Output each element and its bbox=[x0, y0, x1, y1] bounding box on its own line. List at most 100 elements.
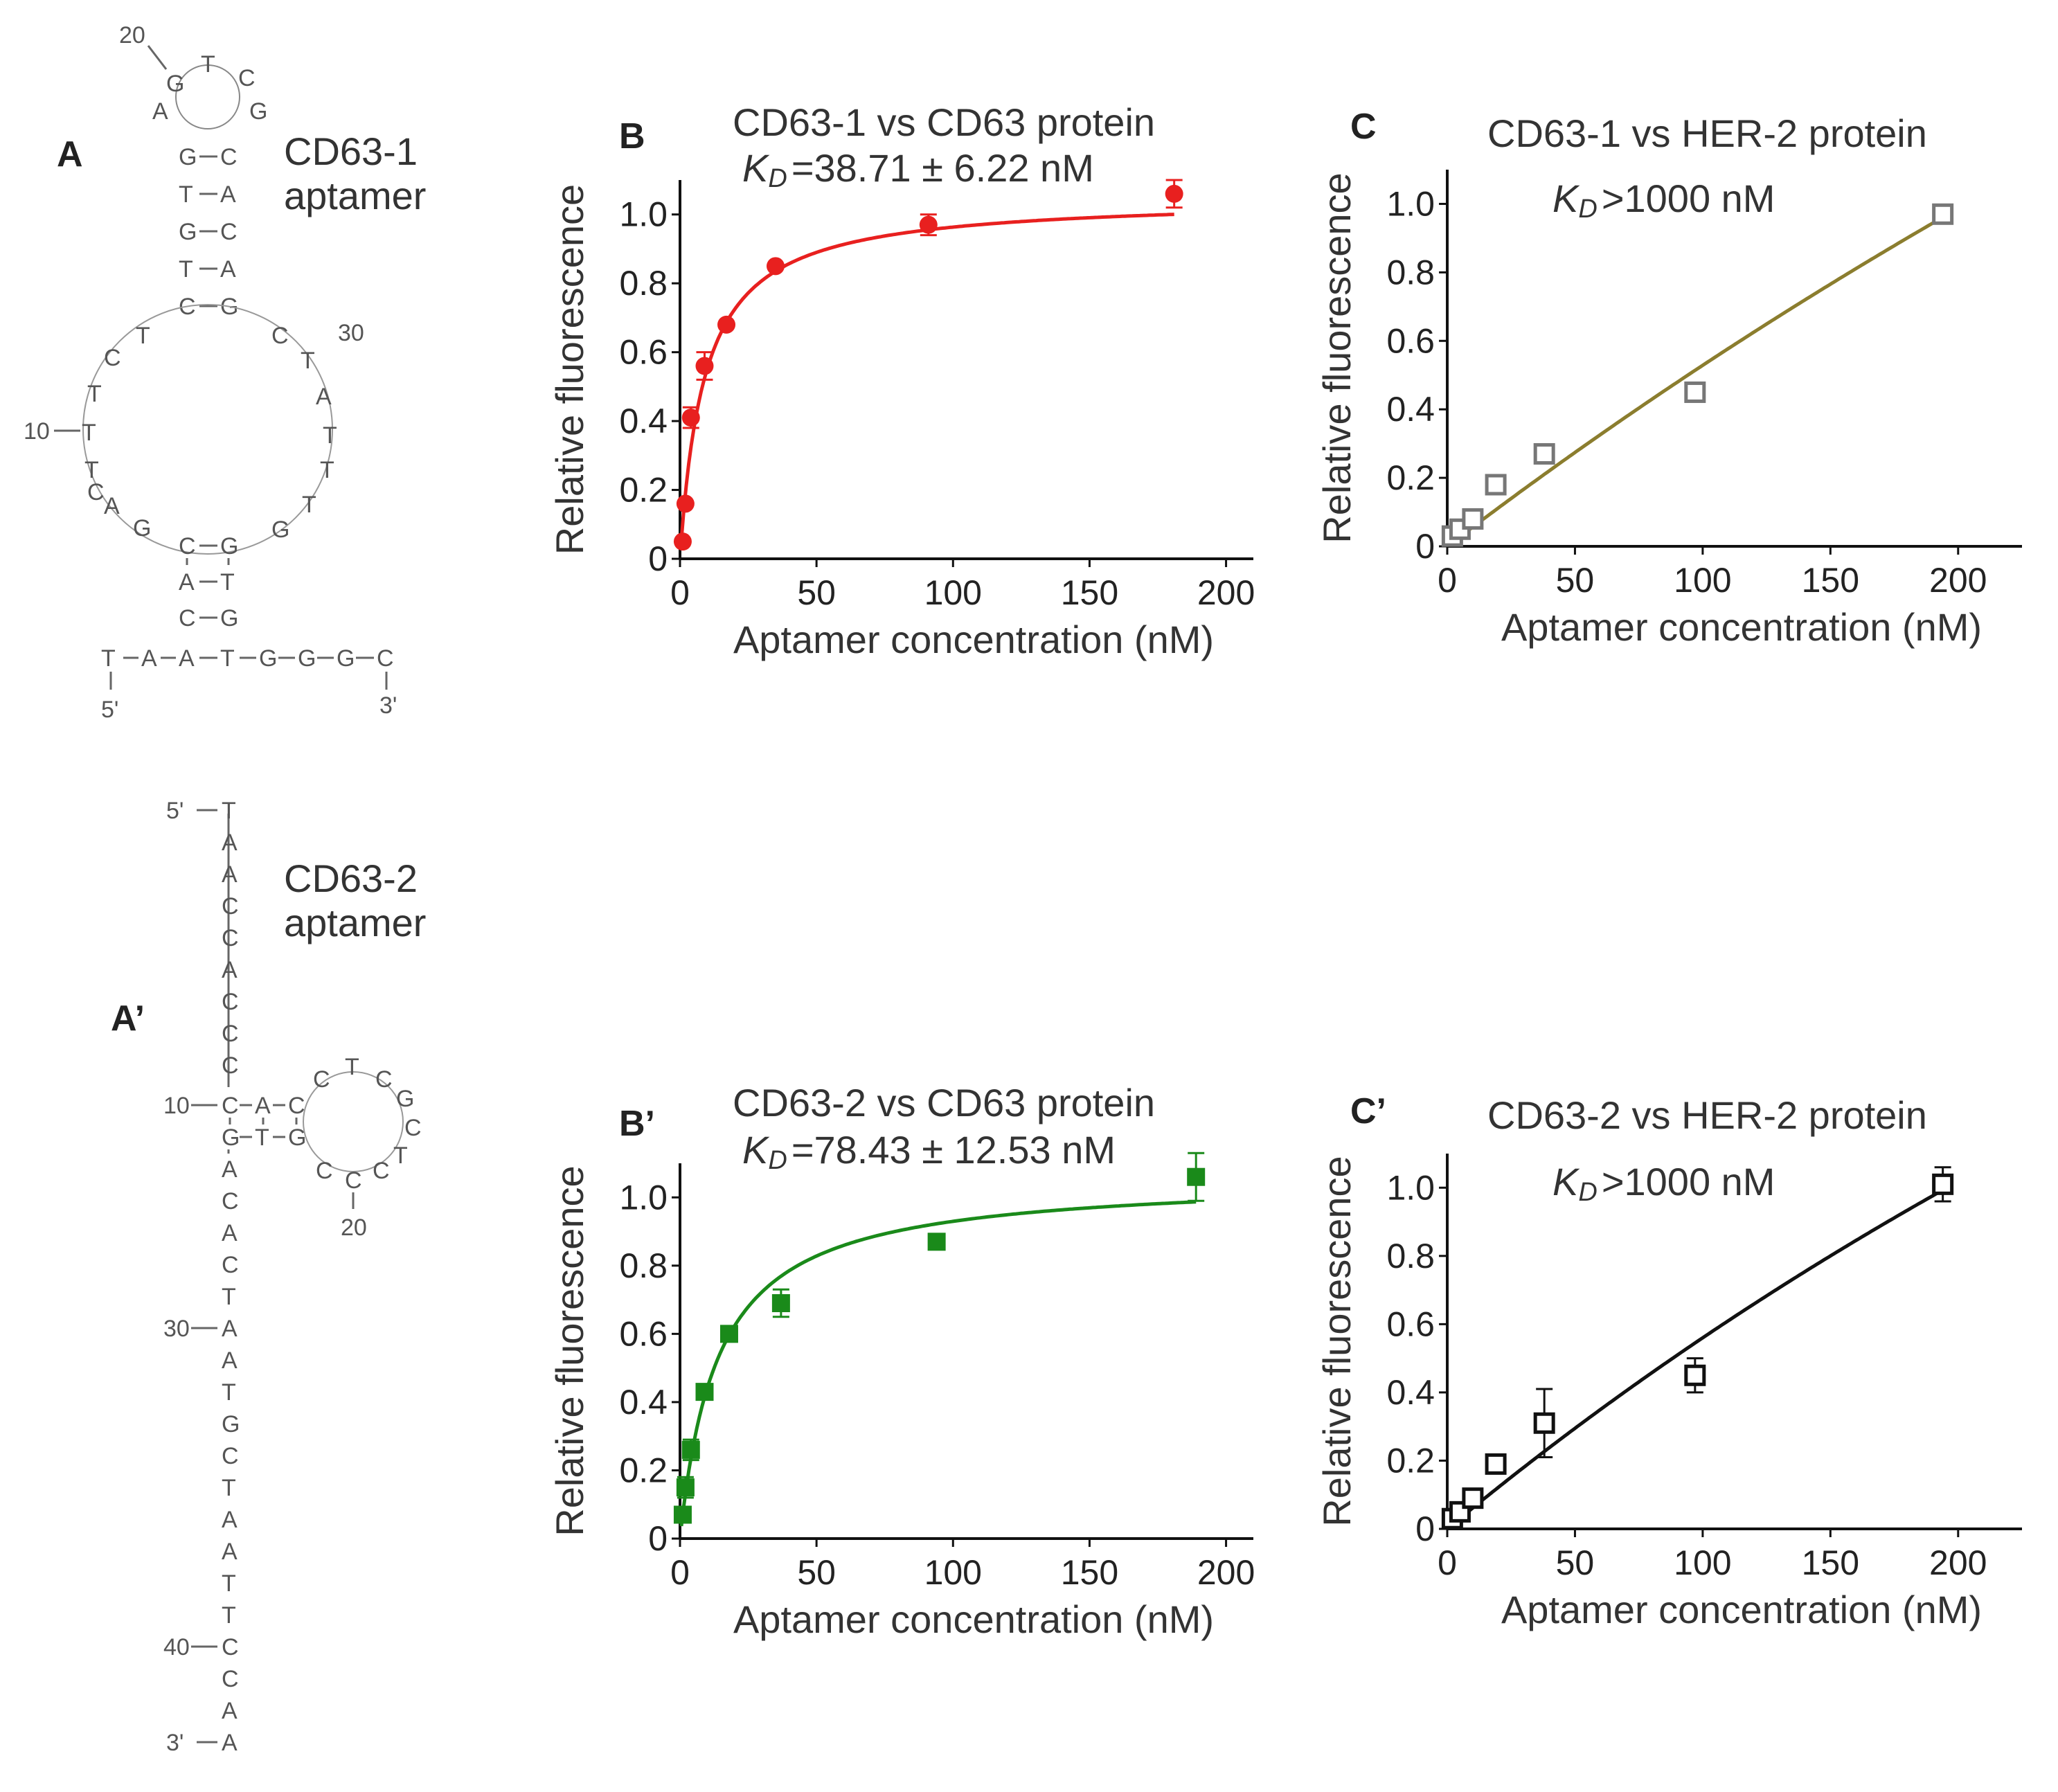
nucleotide: A bbox=[222, 1156, 238, 1183]
nucleotide: A bbox=[222, 861, 238, 888]
x-tick-label: 200 bbox=[1929, 561, 1987, 600]
structure-a-prime-spine: T A A C C A C C C bbox=[222, 798, 239, 1079]
x-tick-label: 50 bbox=[797, 1553, 836, 1592]
x-tick-label: 0 bbox=[670, 573, 690, 612]
y-tick-label: 0.6 bbox=[1386, 321, 1435, 360]
nucleotide: T bbox=[393, 1143, 408, 1169]
kd-symbol: K bbox=[742, 1128, 770, 1172]
nucleotide: A bbox=[220, 181, 236, 208]
x-tick-label: 100 bbox=[1674, 1543, 1731, 1582]
x-axis-label: Aptamer concentration (nM) bbox=[1501, 1588, 1982, 1631]
panel-a-structure: A CD63-1 aptamer G T C G A 20 G C T A G … bbox=[24, 22, 426, 723]
nucleotide: A bbox=[222, 957, 238, 983]
nucleotide: T bbox=[222, 1570, 236, 1597]
nucleotide: C bbox=[316, 1158, 333, 1184]
nucleotide: A bbox=[141, 645, 157, 672]
fit-curve bbox=[1447, 215, 1944, 547]
y-axis-label: Relative fluorescence bbox=[548, 184, 591, 555]
data-point bbox=[1462, 508, 1484, 530]
nucleotide: A bbox=[179, 645, 195, 672]
nucleotide: C bbox=[288, 1093, 305, 1119]
panel-label: C’ bbox=[1350, 1091, 1386, 1131]
loop-outline bbox=[175, 64, 240, 129]
nucleotide: G bbox=[298, 645, 316, 672]
nucleotide: A bbox=[222, 1347, 238, 1374]
nucleotide: G bbox=[220, 533, 238, 559]
data-point bbox=[695, 1383, 714, 1401]
x-tick-label: 50 bbox=[1556, 1543, 1595, 1582]
nucleotide: C bbox=[377, 645, 394, 672]
y-tick-label: 1.0 bbox=[619, 1178, 668, 1217]
data-point bbox=[1684, 381, 1706, 403]
nucleotide: G bbox=[222, 1411, 240, 1437]
y-tick-label: 0.2 bbox=[619, 1451, 668, 1489]
position-marker-30: 30 bbox=[338, 320, 364, 346]
nucleotide: G bbox=[133, 515, 151, 541]
kd-number: >1000 nM bbox=[1602, 1160, 1775, 1203]
y-tick-label: 0.6 bbox=[619, 1314, 668, 1353]
nucleotide: A bbox=[220, 256, 236, 283]
nucleotide: C bbox=[373, 1158, 390, 1184]
y-tick-label: 0.4 bbox=[1386, 1373, 1435, 1412]
nucleotide: G bbox=[220, 605, 238, 631]
data-point bbox=[1165, 184, 1183, 203]
y-tick-label: 1.0 bbox=[1386, 184, 1435, 223]
data-point bbox=[719, 1325, 738, 1343]
data-point bbox=[1462, 1487, 1484, 1509]
nucleotide: T bbox=[82, 420, 96, 446]
nucleotide: G bbox=[249, 98, 267, 125]
nucleotide: A bbox=[222, 1507, 238, 1533]
kd-subscript: D bbox=[768, 164, 787, 193]
nucleotide: A bbox=[222, 1539, 238, 1565]
panel-label-a: A bbox=[57, 134, 83, 174]
spine-mask bbox=[216, 1154, 241, 1773]
nucleotide: C bbox=[222, 1021, 239, 1047]
y-tick-label: 0.4 bbox=[619, 402, 668, 440]
position-marker-20: 20 bbox=[341, 1215, 367, 1241]
x-tick-label: 50 bbox=[1556, 561, 1595, 600]
position-marker-10: 10 bbox=[163, 1093, 190, 1119]
data-point bbox=[1932, 203, 1954, 225]
fit-curve bbox=[679, 213, 1174, 540]
data-point bbox=[1485, 474, 1507, 496]
x-tick-label: 150 bbox=[1802, 561, 1859, 600]
nucleotide: C bbox=[375, 1066, 393, 1093]
nucleotide: C bbox=[222, 1052, 239, 1079]
nucleotide: T bbox=[222, 1475, 236, 1501]
nucleotide: T bbox=[222, 1284, 236, 1310]
nucleotide: C bbox=[179, 533, 196, 559]
nucleotide: T bbox=[87, 381, 102, 407]
nucleotide: G bbox=[396, 1086, 414, 1112]
nucleotide: T bbox=[222, 1379, 236, 1406]
structure-a-tails: T A A T G G G C 5' 3' bbox=[97, 643, 402, 723]
data-point bbox=[1684, 1364, 1706, 1386]
data-point bbox=[1533, 442, 1555, 465]
kd-subscript: D bbox=[1578, 195, 1597, 224]
y-tick-label: 0.8 bbox=[619, 264, 668, 303]
nucleotide: T bbox=[222, 798, 236, 824]
x-axis-label: Aptamer concentration (nM) bbox=[1501, 605, 1982, 649]
position-marker-30: 30 bbox=[163, 1316, 190, 1342]
x-tick-label: 150 bbox=[1061, 1553, 1118, 1592]
kd-number: =38.71 ± 6.22 nM bbox=[791, 146, 1094, 190]
kd-value: KD =78.43 ± 12.53 nM bbox=[742, 1128, 1116, 1175]
nucleotide: T bbox=[301, 348, 315, 374]
y-tick-label: 0.8 bbox=[1386, 253, 1435, 292]
x-tick-label: 0 bbox=[1438, 561, 1457, 600]
x-tick-label: 200 bbox=[1197, 573, 1255, 612]
nucleotide: C bbox=[222, 1443, 239, 1469]
data-point bbox=[676, 494, 695, 513]
three-prime-marker: 3' bbox=[379, 692, 397, 719]
aptamer-name-a-prime-line1: CD63-2 bbox=[284, 857, 418, 900]
nucleotide: T bbox=[345, 1054, 359, 1080]
nucleotide: C bbox=[104, 345, 121, 371]
nucleotide: C bbox=[222, 1666, 239, 1692]
nucleotide: T bbox=[220, 569, 235, 595]
y-tick-label: 0 bbox=[1415, 527, 1435, 566]
chart-c: C CD63-1 vs HER-2 protein KD >1000 nM 0 50 100… bbox=[1315, 107, 2022, 649]
panel-label: B’ bbox=[619, 1104, 655, 1144]
x-tick-label: 100 bbox=[924, 573, 982, 612]
panel-a-prime-structure: A’ CD63-2 aptamer T A A C C A C C C C A … bbox=[111, 798, 426, 1773]
